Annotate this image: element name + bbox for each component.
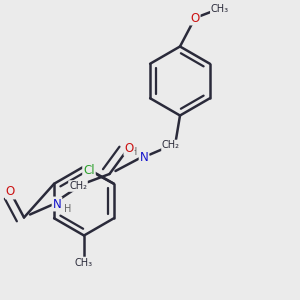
Text: Cl: Cl	[83, 164, 95, 177]
Text: H: H	[130, 147, 137, 157]
Text: CH₂: CH₂	[69, 181, 87, 191]
Text: O: O	[124, 142, 134, 155]
Text: N: N	[140, 151, 148, 164]
Text: O: O	[6, 185, 15, 199]
Text: CH₂: CH₂	[162, 140, 180, 151]
Text: CH₃: CH₃	[211, 4, 229, 14]
Text: N: N	[52, 197, 62, 211]
Text: CH₃: CH₃	[75, 257, 93, 268]
Text: H: H	[64, 204, 71, 214]
Text: O: O	[190, 11, 200, 25]
